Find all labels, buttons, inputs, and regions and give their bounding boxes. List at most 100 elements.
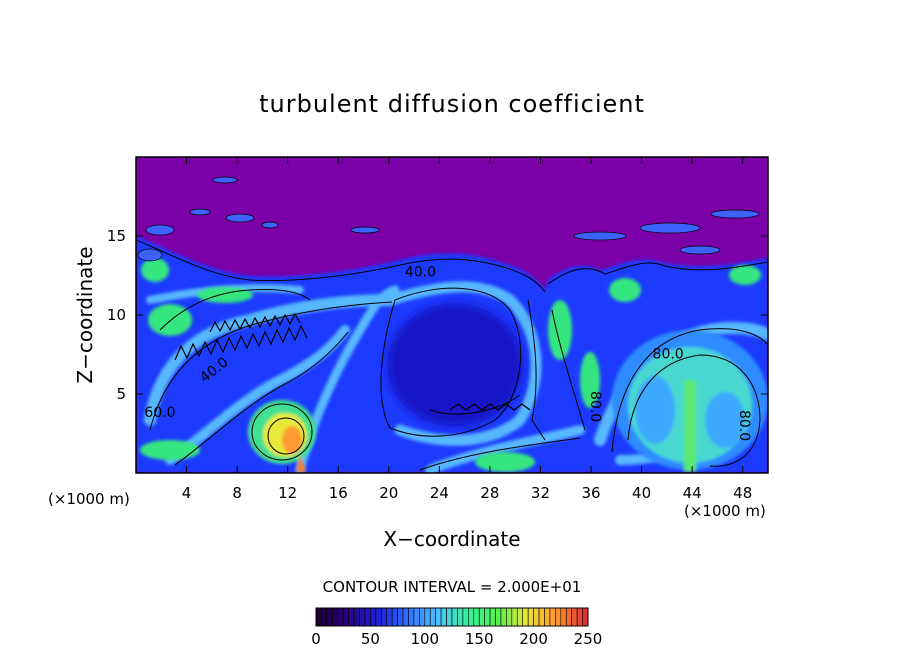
- green-patch: [148, 304, 192, 336]
- colorbar-swatch: [342, 607, 349, 627]
- colorbar-swatch: [506, 607, 513, 627]
- colorbar-swatch: [370, 607, 377, 627]
- green-patch: [548, 300, 572, 360]
- fragment: [639, 222, 701, 234]
- colorbar-tick-label: 250: [574, 630, 603, 648]
- green-patch: [609, 278, 641, 302]
- fragment: [350, 226, 380, 234]
- colorbar-swatch: [435, 607, 442, 627]
- x-tick-label: 24: [430, 484, 449, 502]
- light-blue-band: [144, 294, 396, 426]
- colorbar-tick-label: 150: [465, 630, 494, 648]
- contour-line: [159, 289, 311, 331]
- colorbar-swatch: [533, 607, 540, 627]
- contour-label: 80.0: [653, 347, 684, 363]
- colorbar-swatch: [457, 607, 464, 627]
- fragment: [679, 245, 721, 255]
- colorbar-swatch: [380, 607, 388, 627]
- contour-line: [251, 403, 313, 461]
- x-tick-label: 36: [581, 484, 600, 502]
- x-tick-label: 12: [278, 484, 297, 502]
- colorbar-swatch: [451, 607, 458, 627]
- fragment: [137, 248, 163, 262]
- upper-fragments: [137, 176, 760, 262]
- x-tick-label: 16: [329, 484, 348, 502]
- colorbar-swatch: [332, 607, 339, 627]
- colorbar-swatch: [489, 607, 496, 627]
- vortex-stem: [684, 380, 696, 472]
- colorbar-swatch: [337, 607, 344, 627]
- colorbar-swatch: [522, 607, 529, 627]
- x-tick-label: 44: [683, 484, 702, 502]
- colorbar-swatch: [549, 607, 556, 627]
- contour-line: [611, 328, 768, 453]
- colorbar-tick-label: 200: [519, 630, 548, 648]
- light-blue-band: [165, 325, 350, 465]
- y-tick-label: 10: [107, 306, 126, 324]
- contour-label: 60.0: [144, 405, 175, 421]
- x-tick-label: 48: [733, 484, 752, 502]
- colorbar-swatch: [402, 607, 409, 627]
- colorbar-swatch: [555, 607, 562, 627]
- fragment: [212, 176, 238, 184]
- colorbar-swatch: [500, 607, 507, 627]
- colorbar-swatch: [538, 607, 545, 627]
- contour-lines: [136, 239, 768, 471]
- contour-line: [627, 354, 761, 467]
- sawtooth-contour: [174, 324, 308, 361]
- sawtooth-contour: [209, 312, 301, 333]
- vortex-inner-left: [635, 376, 675, 444]
- fragment: [145, 224, 175, 236]
- colorbar-swatch: [413, 607, 420, 627]
- green-patch: [580, 352, 600, 408]
- contour-line: [380, 287, 522, 437]
- colorbar-swatch: [364, 607, 371, 627]
- hot-core: [282, 426, 302, 454]
- contour-line: [149, 301, 393, 431]
- light-blue-band: [425, 425, 585, 473]
- colorbar-swatch: [462, 607, 469, 627]
- contour-line: [547, 261, 768, 285]
- green-patch: [141, 258, 169, 282]
- colorbar-tick-label: 0: [311, 630, 321, 648]
- colorbar-swatch: [473, 607, 480, 627]
- colorbar-swatch: [315, 607, 322, 627]
- x-unit-right: (×1000 m): [684, 502, 766, 520]
- colorbar-swatch: [484, 607, 491, 627]
- x-tick-label: 28: [480, 484, 499, 502]
- colorbar-tick-label: 100: [410, 630, 439, 648]
- chart-title: turbulent diffusion coefficient: [259, 90, 645, 118]
- hot-tail: [296, 455, 306, 472]
- green-patch: [197, 287, 253, 303]
- green-patch: [475, 452, 535, 472]
- colorbar-swatch: [516, 607, 524, 627]
- fragment: [189, 208, 211, 216]
- colorbar-frame: [315, 607, 589, 627]
- contour-line: [419, 437, 581, 471]
- colorbar-swatch: [565, 607, 572, 627]
- colorbar-swatch: [419, 607, 426, 627]
- colorbar-swatch: [386, 607, 393, 627]
- dark-blue-core: [387, 303, 523, 427]
- y-tick-label: 15: [107, 227, 126, 245]
- colorbar-swatch: [326, 607, 333, 627]
- x-tick-label: 4: [182, 484, 192, 502]
- contour-interval-label: CONTOUR INTERVAL = 2.000E+01: [323, 578, 582, 596]
- colorbar-swatch: [424, 607, 431, 627]
- y-tick-label: 5: [116, 385, 126, 403]
- green-patch: [729, 265, 761, 285]
- y-axis-label: Z−coordinate: [73, 246, 97, 383]
- colorbar-swatch: [391, 607, 398, 627]
- colorbar-swatch: [495, 607, 502, 627]
- colorbar-swatch: [375, 607, 382, 627]
- colorbar-swatch: [440, 607, 447, 627]
- colorbar-swatch: [408, 607, 415, 627]
- colorbar-swatch: [468, 607, 475, 627]
- x-tick-label: 32: [531, 484, 550, 502]
- colorbar-swatch: [571, 607, 578, 627]
- x-unit-left: (×1000 m): [48, 490, 130, 508]
- colorbar-swatch: [560, 607, 567, 627]
- colorbar-swatch: [348, 607, 355, 627]
- colorbar-swatch: [527, 607, 534, 627]
- x-tick-label: 20: [379, 484, 398, 502]
